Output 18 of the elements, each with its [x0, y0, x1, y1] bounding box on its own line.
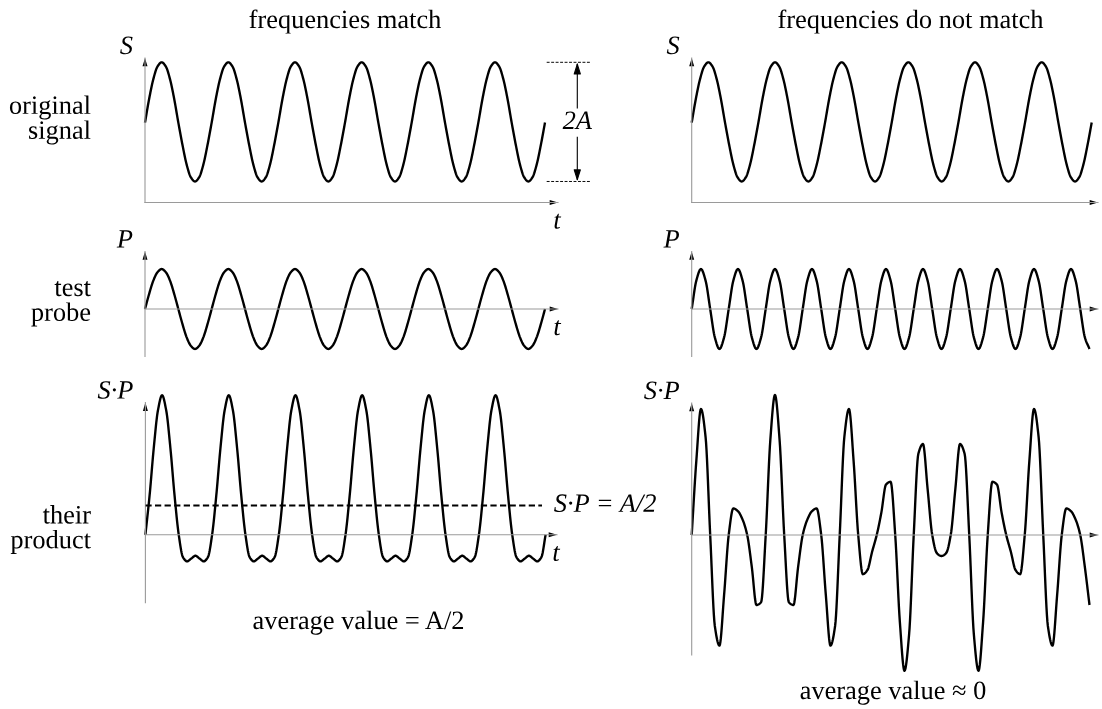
- annotation: 2A: [562, 111, 593, 129]
- x-axis-title: t: [553, 545, 561, 562]
- text: average value = A/2: [253, 610, 464, 635]
- chart-title: frequencies do not match: [778, 9, 1044, 34]
- y-axis-title: P: [116, 230, 133, 248]
- text: test probe: [31, 281, 91, 327]
- y-axis-title: S: [120, 36, 133, 55]
- text: average value ≈ 0: [800, 680, 986, 705]
- y-axis-title: P: [663, 230, 680, 248]
- x-axis-title: t: [554, 213, 562, 229]
- y-axis-title: S·P: [644, 381, 680, 400]
- chart-title: frequencies match: [249, 9, 441, 34]
- text: original signal: [9, 95, 91, 145]
- ref-line-label: S·P = A/2: [554, 494, 656, 513]
- text: their product: [10, 505, 91, 554]
- x-axis-title: t: [554, 320, 562, 336]
- y-axis-title: S: [666, 36, 680, 55]
- y-axis-title: S·P: [97, 381, 133, 399]
